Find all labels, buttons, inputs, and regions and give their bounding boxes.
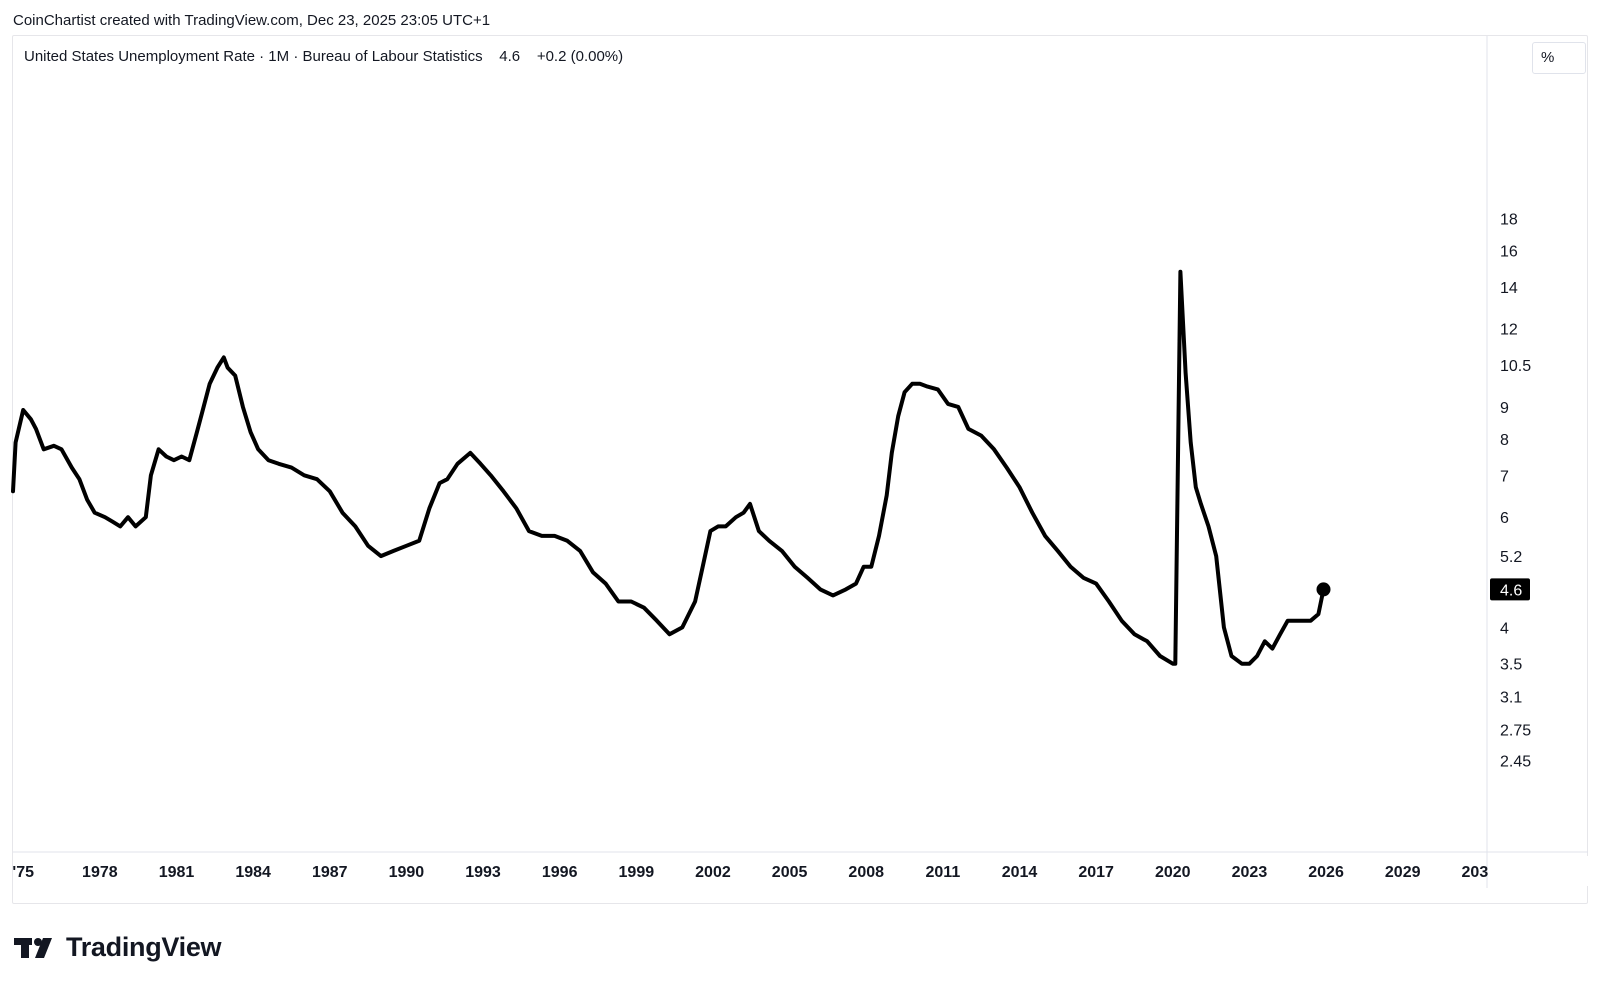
x-tick-label: 2023 xyxy=(1232,864,1268,881)
tradingview-logo-icon xyxy=(14,937,52,958)
y-tick-label: 18 xyxy=(1500,211,1518,228)
series-legend[interactable]: United States Unemployment Rate · 1M · B… xyxy=(24,48,624,65)
legend-source: Bureau of Labour Statistics xyxy=(302,48,483,65)
chart-credit: CoinChartist created with TradingView.co… xyxy=(13,12,491,29)
x-tick-label: 2008 xyxy=(848,864,884,881)
y-tick-label: 12 xyxy=(1500,322,1518,339)
x-tick-label: 2026 xyxy=(1308,864,1344,881)
legend-interval: 1M xyxy=(268,48,290,65)
brand-name: TradingView xyxy=(66,932,222,962)
last-value-marker xyxy=(1316,582,1331,597)
x-tick-label: 2017 xyxy=(1078,864,1114,881)
x-axis-left-mask xyxy=(0,856,12,886)
x-tick-label: '75 xyxy=(12,864,34,881)
tradingview-logo[interactable]: TradingView xyxy=(14,932,222,963)
x-tick-label: 2002 xyxy=(695,864,731,881)
unit-label: % xyxy=(1541,49,1555,66)
y-tick-label: 9 xyxy=(1500,400,1509,417)
legend-change: +0.2 (0.00%) xyxy=(536,48,624,65)
y-tick-label: 2.75 xyxy=(1500,722,1531,739)
y-tick-label: 5.2 xyxy=(1500,549,1522,566)
legend-last-value: 4.6 xyxy=(499,48,521,65)
y-tick-label: 16 xyxy=(1500,244,1518,261)
x-tick-label: 1990 xyxy=(389,864,425,881)
x-tick-label: 1981 xyxy=(159,864,195,881)
y-tick-label: 3.5 xyxy=(1500,657,1522,674)
x-tick-label: 1978 xyxy=(82,864,118,881)
x-tick-label: 1993 xyxy=(465,864,501,881)
y-tick-label: 14 xyxy=(1500,280,1518,297)
x-tick-label: 2020 xyxy=(1155,864,1191,881)
y-tick-label: 6 xyxy=(1500,510,1509,527)
x-tick-label: 1999 xyxy=(619,864,655,881)
x-axis-right-mask xyxy=(1488,856,1598,886)
series-layer xyxy=(11,269,1331,666)
y-tick-label: 3.1 xyxy=(1500,690,1522,707)
last-value-label: 4.6 xyxy=(1500,582,1522,599)
y-tick-label: 10.5 xyxy=(1500,358,1531,375)
y-tick-label: 7 xyxy=(1500,468,1509,485)
last-value-badge xyxy=(1490,578,1530,601)
y-tick-label: 8 xyxy=(1500,432,1509,449)
unemployment-line xyxy=(11,269,1326,666)
x-tick-label: 1984 xyxy=(235,864,271,881)
x-tick-label: 1996 xyxy=(542,864,578,881)
x-tick-label: 1987 xyxy=(312,864,348,881)
legend-series-name: United States Unemployment Rate xyxy=(24,48,255,65)
y-tick-label: 2.45 xyxy=(1500,754,1531,771)
axes-layer xyxy=(13,36,1588,888)
x-tick-label: 2014 xyxy=(1002,864,1038,881)
y-tick-label: 4 xyxy=(1500,620,1509,637)
x-tick-label: 2029 xyxy=(1385,864,1421,881)
x-tick-label: 2011 xyxy=(926,864,961,881)
x-tick-label: 2005 xyxy=(772,864,808,881)
x-axis-labels: '75 1978 1981 1984 1987 1990 1993 1996 1999 2002 2… xyxy=(0,856,1598,886)
unit-selector-button[interactable]: % xyxy=(1532,42,1586,74)
y-axis-labels: 18 16 14 12 10.5 9 8 7 6 5.2 4 3.5 3.1 2.75 2.45 4.6 xyxy=(1490,211,1531,771)
